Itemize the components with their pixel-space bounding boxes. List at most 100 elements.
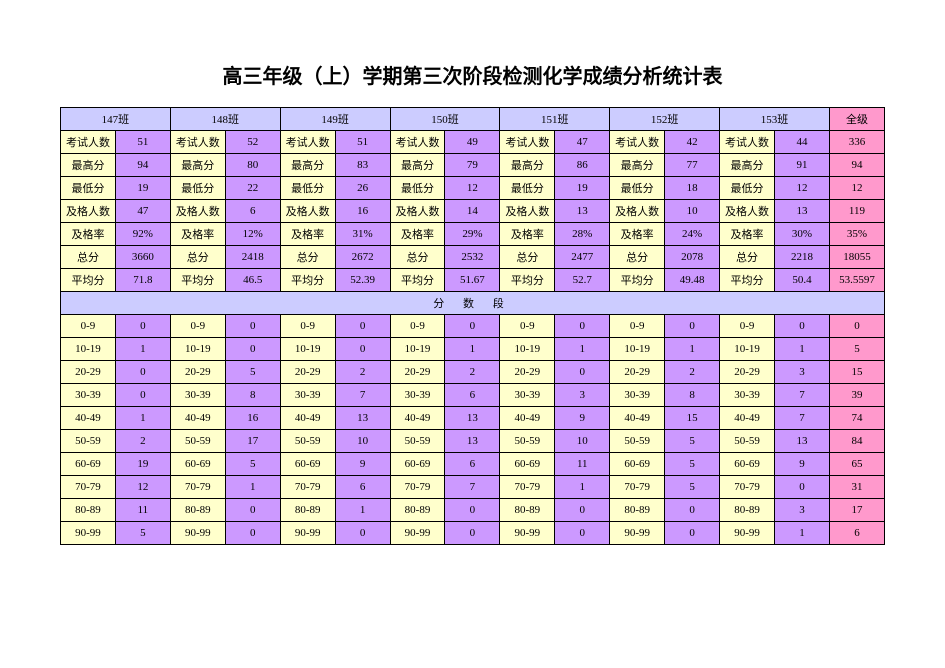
cell: 30%: [774, 223, 829, 246]
cell: 60-69: [390, 453, 445, 476]
cell: 最高分: [500, 154, 555, 177]
cell: 9: [335, 453, 390, 476]
cell: 60-69: [610, 453, 665, 476]
cell: 考试人数: [280, 131, 335, 154]
cell: 0-9: [720, 315, 775, 338]
cell: 0: [829, 315, 884, 338]
cell: 8: [225, 384, 280, 407]
cell: 152班: [610, 108, 720, 131]
cell: 及格人数: [500, 200, 555, 223]
cell: 总分: [500, 246, 555, 269]
cell: 13: [774, 430, 829, 453]
cell: 30-39: [280, 384, 335, 407]
cell: 79: [445, 154, 500, 177]
cell: 10-19: [170, 338, 225, 361]
cell: 49.48: [665, 269, 720, 292]
cell: 2078: [665, 246, 720, 269]
cell: 30-39: [500, 384, 555, 407]
cell: 6: [335, 476, 390, 499]
cell: 0: [555, 522, 610, 545]
cell: 19: [115, 453, 170, 476]
cell: 3660: [115, 246, 170, 269]
cell: 0-9: [500, 315, 555, 338]
cell: 80-89: [280, 499, 335, 522]
cell: 5: [115, 522, 170, 545]
cell: 150班: [390, 108, 500, 131]
cell: 5: [829, 338, 884, 361]
cell: 39: [829, 384, 884, 407]
cell: 1: [774, 338, 829, 361]
cell: 平均分: [390, 269, 445, 292]
cell: 9: [774, 453, 829, 476]
cell: 最高分: [280, 154, 335, 177]
cell: 30-39: [720, 384, 775, 407]
cell: 10-19: [280, 338, 335, 361]
cell: 17: [225, 430, 280, 453]
cell: 60-69: [170, 453, 225, 476]
cell: 86: [555, 154, 610, 177]
cell: 最低分: [280, 177, 335, 200]
cell: 0: [665, 522, 720, 545]
cell: 80-89: [61, 499, 116, 522]
cell: 14: [445, 200, 500, 223]
cell: 考试人数: [390, 131, 445, 154]
cell: 40-49: [720, 407, 775, 430]
cell: 40-49: [61, 407, 116, 430]
cell: 50-59: [280, 430, 335, 453]
cell: 19: [115, 177, 170, 200]
cell: 12: [774, 177, 829, 200]
cell: 0: [115, 361, 170, 384]
cell: 52: [225, 131, 280, 154]
cell: 最低分: [61, 177, 116, 200]
cell: 3: [774, 499, 829, 522]
cell: 84: [829, 430, 884, 453]
cell: 50.4: [774, 269, 829, 292]
cell: 最低分: [170, 177, 225, 200]
cell: 0: [774, 315, 829, 338]
cell: 2: [335, 361, 390, 384]
cell: 及格人数: [390, 200, 445, 223]
cell: 70-79: [720, 476, 775, 499]
cell: 90-99: [280, 522, 335, 545]
cell: 7: [335, 384, 390, 407]
cell: 13: [774, 200, 829, 223]
cell: 147班: [61, 108, 171, 131]
cell: 0: [555, 499, 610, 522]
cell: 336: [829, 131, 884, 154]
cell: 0: [445, 499, 500, 522]
cell: 7: [774, 384, 829, 407]
cell: 平均分: [170, 269, 225, 292]
cell: 0: [555, 315, 610, 338]
cell: 10-19: [720, 338, 775, 361]
cell: 5: [665, 476, 720, 499]
cell: 52.39: [335, 269, 390, 292]
cell: 0: [665, 315, 720, 338]
cell: 总分: [720, 246, 775, 269]
cell: 51.67: [445, 269, 500, 292]
cell: 及格率: [170, 223, 225, 246]
cell: 16: [335, 200, 390, 223]
cell: 12%: [225, 223, 280, 246]
cell: 考试人数: [500, 131, 555, 154]
cell: 1: [445, 338, 500, 361]
cell: 29%: [445, 223, 500, 246]
cell: 2: [665, 361, 720, 384]
cell: 10: [555, 430, 610, 453]
cell: 51: [115, 131, 170, 154]
cell: 20-29: [500, 361, 555, 384]
cell: 0: [335, 338, 390, 361]
cell: 5: [665, 453, 720, 476]
cell: 119: [829, 200, 884, 223]
cell: 17: [829, 499, 884, 522]
cell: 0-9: [61, 315, 116, 338]
cell: 90-99: [170, 522, 225, 545]
cell: 40-49: [500, 407, 555, 430]
cell: 0: [225, 499, 280, 522]
cell: 80-89: [720, 499, 775, 522]
cell: 40-49: [280, 407, 335, 430]
cell: 0-9: [390, 315, 445, 338]
cell: 10-19: [500, 338, 555, 361]
cell: 15: [665, 407, 720, 430]
cell: 30-39: [61, 384, 116, 407]
cell: 50-59: [61, 430, 116, 453]
